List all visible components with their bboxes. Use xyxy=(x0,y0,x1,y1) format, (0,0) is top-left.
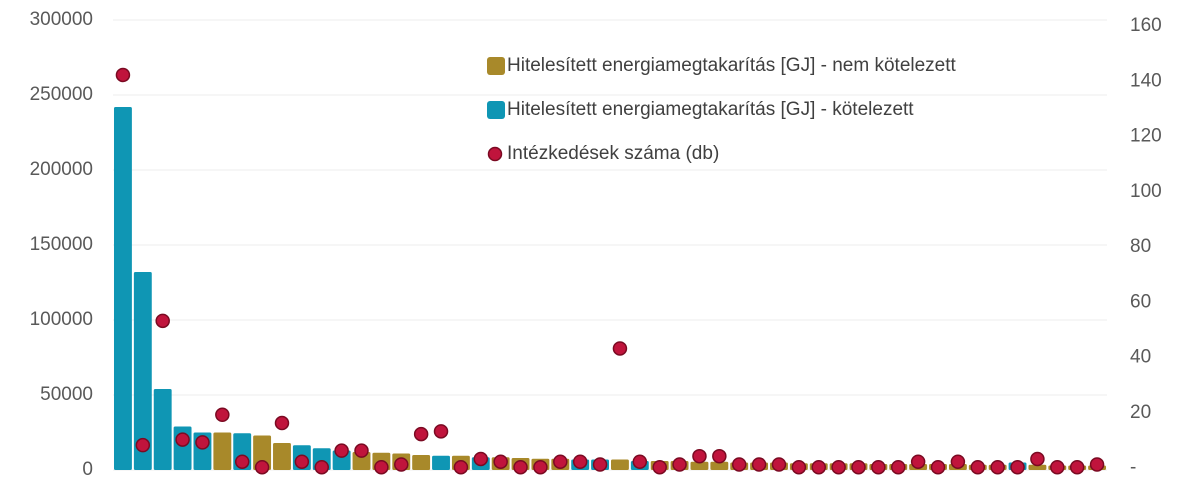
y-tick-label: 200000 xyxy=(30,159,93,180)
legend-label: Intézkedések száma (db) xyxy=(507,143,719,164)
point xyxy=(831,459,846,475)
legend-label: Hitelesített energiamegtakarítás [GJ] - … xyxy=(507,99,914,120)
point xyxy=(910,454,926,469)
point xyxy=(195,435,210,450)
legend-marker xyxy=(487,101,505,119)
point xyxy=(712,448,727,464)
point xyxy=(533,459,548,475)
point xyxy=(234,454,250,469)
point xyxy=(493,454,508,469)
bar xyxy=(113,107,132,470)
legend-marker xyxy=(487,146,503,162)
point xyxy=(294,454,310,469)
bar xyxy=(690,461,709,470)
point xyxy=(871,459,886,475)
point xyxy=(413,426,429,442)
y-tick-label: 300000 xyxy=(30,9,93,30)
bar xyxy=(610,459,629,470)
bar xyxy=(253,435,272,470)
point xyxy=(453,459,469,475)
y2-tick-label: 80 xyxy=(1130,236,1151,257)
legend-marker xyxy=(487,57,505,75)
point xyxy=(572,454,588,469)
point xyxy=(1010,459,1025,475)
point xyxy=(731,457,747,472)
point xyxy=(592,457,608,472)
point xyxy=(990,459,1005,475)
point xyxy=(1089,457,1105,472)
y2-tick-label: 100 xyxy=(1130,181,1162,202)
point xyxy=(652,459,667,475)
point xyxy=(215,407,230,422)
y2-tick-label: 140 xyxy=(1130,70,1162,91)
point xyxy=(612,341,628,356)
point xyxy=(473,451,489,467)
y-tick-label: 0 xyxy=(82,459,93,480)
bar xyxy=(352,452,371,470)
point xyxy=(135,437,151,453)
point xyxy=(811,459,826,475)
point xyxy=(1069,459,1085,475)
point xyxy=(334,443,349,458)
bar xyxy=(273,443,291,470)
bar xyxy=(412,455,431,470)
y2-tick-label: - xyxy=(1130,457,1136,478)
point xyxy=(394,457,409,472)
point xyxy=(433,424,449,439)
point xyxy=(771,457,787,472)
y-tick-label: 150000 xyxy=(30,234,93,255)
point xyxy=(254,459,270,475)
point xyxy=(155,313,170,329)
point xyxy=(354,443,369,458)
y2-tick-label: 20 xyxy=(1130,402,1151,423)
y2-tick-label: 60 xyxy=(1130,291,1151,312)
bar xyxy=(710,461,729,470)
point xyxy=(672,457,687,472)
point xyxy=(274,415,290,431)
point xyxy=(374,459,389,475)
y2-tick-label: 120 xyxy=(1130,126,1162,147)
point xyxy=(115,67,131,83)
point xyxy=(970,459,986,475)
point xyxy=(513,459,528,475)
point xyxy=(751,457,767,472)
bar xyxy=(213,432,232,470)
point xyxy=(553,454,568,469)
bar xyxy=(153,389,172,470)
y-tick-label: 50000 xyxy=(40,384,93,405)
legend-label: Hitelesített energiamegtakarítás [GJ] - … xyxy=(507,55,957,76)
point xyxy=(851,459,866,475)
point xyxy=(632,454,648,469)
point xyxy=(950,454,966,469)
y2-tick-label: 160 xyxy=(1130,15,1162,36)
point xyxy=(1030,451,1045,467)
y2-tick-label: 40 xyxy=(1130,347,1151,368)
y-tick-label: 250000 xyxy=(30,84,93,105)
bar xyxy=(432,455,450,470)
y-tick-label: 100000 xyxy=(30,309,93,330)
point xyxy=(1050,459,1065,475)
bar xyxy=(133,272,152,470)
point xyxy=(891,459,906,475)
point xyxy=(791,459,807,475)
point xyxy=(692,448,707,464)
bar xyxy=(1028,464,1047,470)
point xyxy=(930,459,946,475)
point xyxy=(175,432,190,447)
point xyxy=(314,459,329,475)
